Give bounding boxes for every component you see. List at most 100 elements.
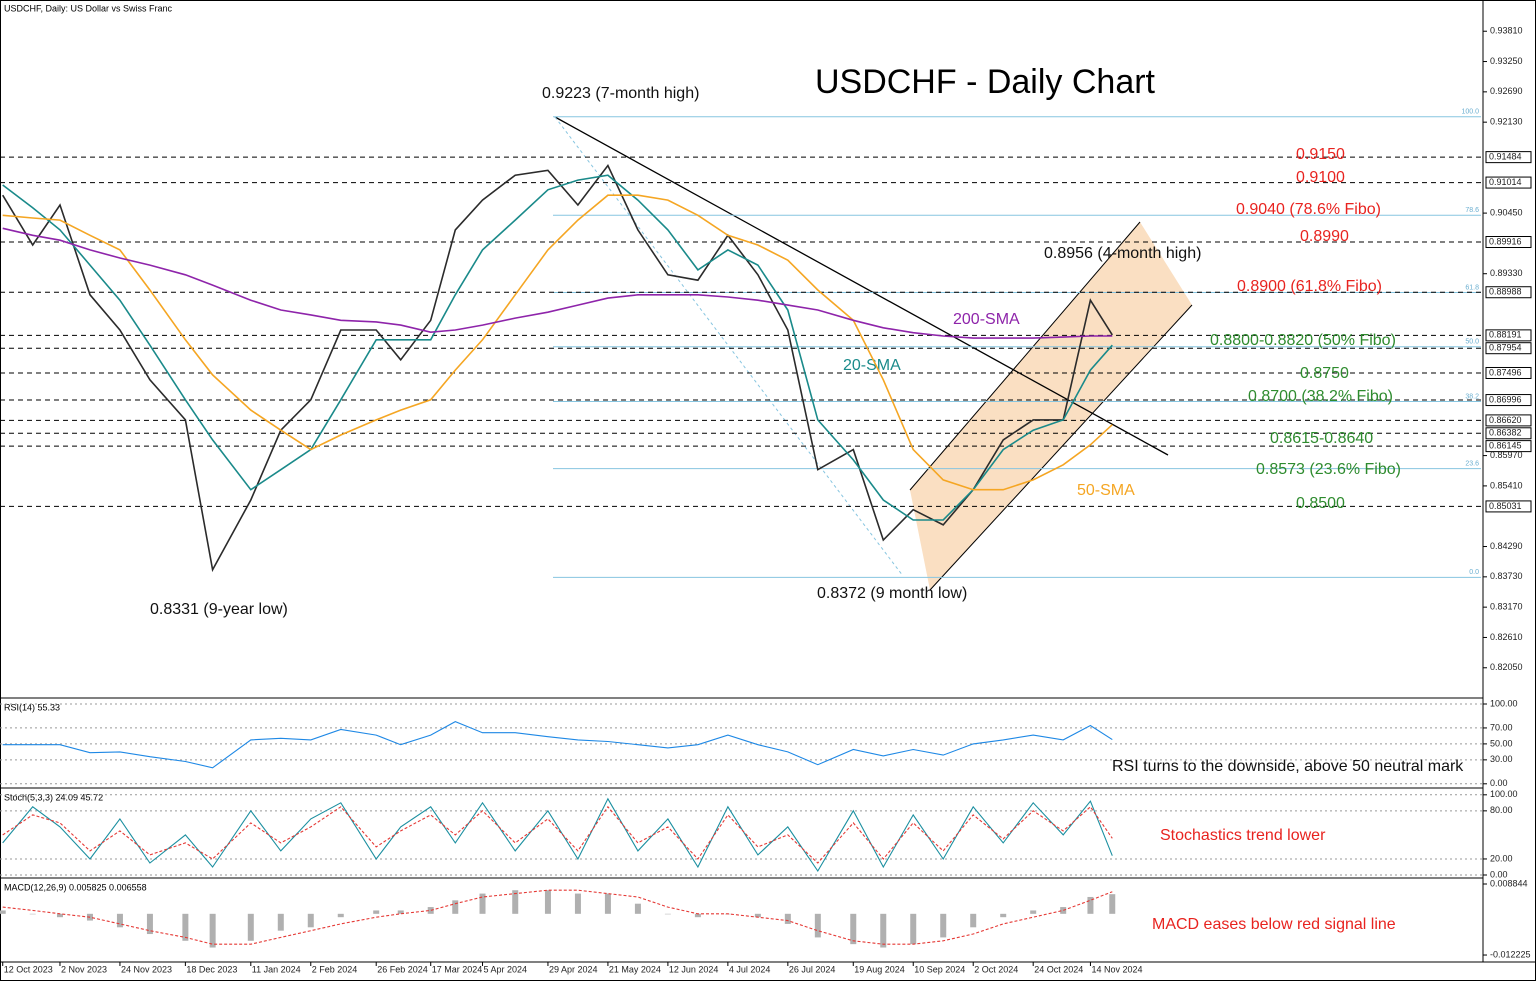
y-tick-label: 0.93250 [1490,56,1523,66]
level-label: 0.86145 [1489,440,1522,450]
y-tick-label: 0.00 [1490,778,1508,788]
histogram-bar [1060,907,1067,914]
histogram-bar [604,893,611,914]
histogram-bar [880,913,887,948]
y-tick-label: 0.82050 [1490,662,1523,672]
y-tick-label: 20.00 [1490,853,1513,863]
annotation: 0.8573 (23.6% Fibo) [1256,461,1401,478]
y-tick-label: 50.00 [1490,738,1513,748]
series-label: 20-SMA [843,357,901,374]
level-label: 0.88988 [1489,287,1522,297]
annotation: 0.8750 [1300,365,1349,382]
series-label: 200-SMA [953,311,1020,328]
histogram-bar [209,913,216,948]
x-tick-label: 29 Apr 2024 [549,964,598,974]
chart-subtitle: USDCHF, Daily: US Dollar vs Swiss Franc [4,3,173,13]
histogram-bar [479,893,486,914]
fibo-label: 0.0 [1469,569,1479,576]
annotation: 0.9040 (78.6% Fibo) [1236,201,1381,218]
x-tick-label: 5 Apr 2024 [484,964,528,974]
series-line [2,720,1113,769]
level-box [1485,151,1532,164]
fibo-label: 23.6 [1465,460,1479,467]
panel-title: Stoch(5,3,3) 24.09 45.72 [4,792,103,802]
level-box [1485,329,1532,342]
histogram-bar [307,913,314,928]
histogram-bar [373,910,380,914]
histogram-bar [754,913,761,918]
x-tick-label: 24 Nov 2023 [121,964,172,974]
x-tick-label: 21 May 2024 [609,964,661,974]
histogram-bar [397,910,404,914]
annotation: 0.8990 [1300,228,1349,245]
histogram-bar [182,913,189,941]
series-line [2,227,1113,339]
y-tick-label: 0.83730 [1490,571,1523,581]
level-box [1485,500,1532,513]
channel-fill [910,222,1192,590]
level-label: 0.86996 [1489,394,1522,404]
level-box [1485,394,1532,407]
annotation: 0.8500 [1296,495,1345,512]
x-tick-label: 2 Nov 2023 [61,964,107,974]
panel-title: MACD(12,26,9) 0.005825 0.006558 [4,882,147,892]
y-tick-label: 0.84290 [1490,541,1523,551]
fibo-label: 50.0 [1465,339,1479,346]
x-tick-label: 12 Oct 2023 [4,964,53,974]
level-box [1485,236,1532,249]
series-line [2,889,1113,945]
histogram-bar [56,913,63,918]
channel-lower [929,304,1193,591]
y-tick-label: 0.92130 [1490,117,1523,127]
y-tick-label: 100.00 [1490,698,1518,708]
histogram-bar [850,913,857,945]
annotation: 0.8372 (9 month low) [817,585,967,602]
y-tick-label: 80.00 [1490,805,1513,815]
level-box [1485,366,1532,379]
annotation: 0.8700 (38.2% Fibo) [1248,388,1393,405]
annotation: 0.8900 (61.8% Fibo) [1237,278,1382,295]
annotation: 0.8956 (4-month high) [1044,245,1201,262]
histogram-bar [970,913,977,928]
level-box [1485,342,1532,355]
y-tick-label: 0.83170 [1490,602,1523,612]
y-tick-label: 0.85410 [1490,480,1523,490]
y-tick-label: 30.00 [1490,754,1513,764]
channel-upper [909,221,1141,491]
histogram-bar [427,907,434,914]
histogram-bar [544,890,551,914]
y-tick-label: 100.00 [1490,789,1518,799]
y-tick-label: 0.93810 [1490,26,1523,36]
histogram-bar [146,913,153,935]
histogram-bar [784,913,791,924]
annotation: 0.9100 [1296,169,1345,186]
fibo-label: 61.8 [1465,284,1479,291]
histogram-bar [1087,896,1094,914]
y-tick-label: -0.012225 [1490,949,1531,959]
x-tick-label: 11 Jan 2024 [252,964,301,974]
x-tick-label: 10 Sep 2024 [914,964,965,974]
histogram-bar [1030,910,1037,914]
y-tick-label: 0.89330 [1490,268,1523,278]
x-tick-label: 12 Jun 2024 [669,964,719,974]
histogram-bar [634,903,641,914]
x-tick-label: 17 Mar 2024 [432,964,483,974]
annotation: RSI turns to the downside, above 50 neut… [1112,758,1464,775]
histogram-bar [29,913,36,915]
y-tick-label: 0.82610 [1490,632,1523,642]
level-label: 0.88191 [1489,330,1522,340]
histogram-bar [247,913,254,941]
histogram-bar [814,913,821,938]
chart-title: USDCHF - Daily Chart [815,63,1156,101]
histogram-bar [910,913,917,945]
histogram-bar [940,913,947,938]
series-label: 50-SMA [1077,482,1135,499]
histogram-bar [452,900,459,914]
level-label: 0.86620 [1489,415,1522,425]
histogram-bar [574,893,581,914]
level-box [1485,414,1532,427]
x-tick-label: 18 Dec 2023 [186,964,237,974]
histogram-bar [337,913,344,918]
series-line [2,174,1113,521]
